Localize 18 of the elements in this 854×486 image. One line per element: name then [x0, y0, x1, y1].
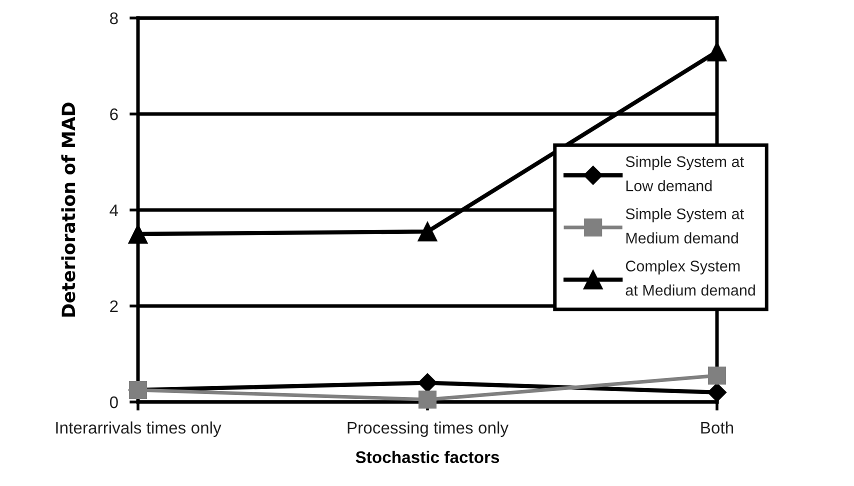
point — [418, 390, 437, 409]
point — [707, 382, 727, 402]
x-axis-title: Stochastic factors — [356, 450, 500, 464]
x-tick-label: Interarrivals times only — [56, 421, 222, 437]
point — [418, 222, 438, 242]
x-tick-label: Both — [701, 421, 734, 434]
legend-label: Complex System at Medium demand — [626, 260, 755, 296]
y-tick-label: 2 — [110, 300, 118, 312]
y-tick-label: 6 — [110, 108, 118, 120]
y-tick-label: 0 — [110, 396, 118, 408]
point — [418, 373, 438, 392]
y-tick-label: 4 — [110, 204, 118, 216]
legend-label: Simple System at Medium demand — [626, 208, 744, 244]
x-tick-label: Processing times only — [348, 421, 509, 437]
legend-label: Simple System at Low demand — [626, 156, 744, 192]
y-tick-label: 8 — [110, 12, 118, 24]
point — [708, 366, 726, 385]
y-axis-title: Deterioration of MAD — [61, 102, 76, 317]
